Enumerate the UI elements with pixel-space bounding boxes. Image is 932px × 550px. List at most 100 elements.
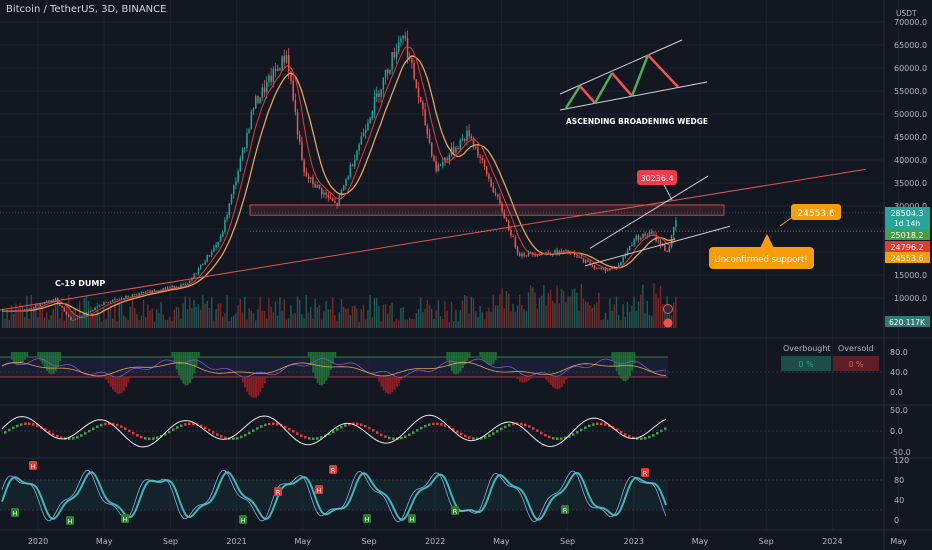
rsi-os-bar (118, 377, 121, 394)
candle-body (422, 102, 424, 110)
volume-bar (171, 321, 173, 328)
candle-body (576, 254, 578, 257)
candle-body (637, 235, 640, 240)
osc-dot (156, 436, 159, 439)
volume-bar (290, 305, 292, 328)
candle-body (65, 311, 68, 315)
volume-bar (483, 319, 486, 328)
candle-body (145, 291, 147, 293)
stoch-marker-text: R (643, 470, 648, 478)
rsi-ob-bar (184, 352, 187, 386)
candle-body (437, 164, 440, 172)
rsi-os-bar (112, 377, 114, 390)
volume-bar (149, 310, 151, 328)
osc-dot (272, 422, 275, 425)
candle-body (446, 158, 448, 161)
osc-dot (536, 429, 539, 432)
volume-bar (125, 317, 127, 328)
osc-dot (556, 437, 559, 441)
candle-body (213, 247, 215, 252)
osc-dot (44, 428, 47, 431)
candle-body (92, 310, 94, 312)
candle-body (237, 171, 239, 182)
time-tick-label: May (692, 537, 709, 546)
osc-dot (664, 427, 667, 430)
osc-dot (56, 434, 59, 438)
osc-dot (52, 432, 55, 436)
candle-body (26, 309, 28, 311)
candle-body (153, 290, 156, 292)
volume-bar (147, 304, 149, 328)
volume-bar (255, 320, 257, 328)
osc-dot (572, 433, 575, 436)
rsi-os-bar (391, 377, 394, 393)
tag4-text: 24553.6 (890, 254, 923, 263)
candle-body (420, 97, 422, 103)
rsi-ob-bar (334, 352, 337, 358)
candle-body (279, 68, 281, 71)
osc-dot (60, 436, 63, 439)
volume-bar (39, 309, 41, 328)
volume-bar (565, 302, 567, 328)
volume-bar (450, 301, 453, 328)
volume-bar (510, 311, 512, 328)
osc-dot (628, 434, 631, 438)
osc-dot (524, 423, 527, 427)
volume-bar (334, 315, 336, 328)
volume-bar (54, 305, 57, 328)
volume-bar (593, 304, 596, 328)
volume-bar (76, 314, 79, 328)
candle-body (325, 192, 327, 195)
volume-bar (131, 298, 134, 328)
osc-dot (8, 428, 11, 432)
rsi-ob-bar (57, 352, 59, 368)
candle-body (285, 54, 288, 63)
volume-bar (274, 301, 277, 328)
osc-dot (68, 437, 71, 441)
candle-body (455, 148, 457, 153)
volume-bar (107, 309, 109, 328)
candle-body (475, 146, 477, 148)
volume-bar (411, 318, 413, 328)
price-tick-label: 65000.0 (894, 41, 927, 50)
callout-text: Unconfirmed support! (714, 255, 807, 265)
volume-bar (246, 319, 248, 328)
time-tick-label: 2023 (624, 537, 644, 546)
volume-bar (239, 298, 241, 328)
volume-bar (600, 320, 602, 328)
rsi-os-bar (552, 377, 554, 387)
candle-body (666, 250, 668, 252)
osc-dot (20, 423, 23, 426)
osc-dot (328, 432, 331, 436)
volume-bar (323, 311, 325, 328)
candle-body (415, 79, 418, 89)
rsi-ob-bar (468, 352, 471, 358)
candle-body (622, 256, 624, 263)
osc-dot (504, 425, 507, 429)
candle-body (219, 236, 222, 242)
volume-bar (560, 288, 563, 328)
volume-bar (351, 306, 354, 328)
candle-body (534, 254, 536, 256)
candle-body (59, 303, 61, 306)
candle-body (120, 298, 123, 300)
volume-bar (664, 304, 666, 328)
volume-bar (626, 302, 629, 328)
stoch-marker (451, 506, 459, 515)
candle-body (406, 38, 409, 58)
time-tick-label: May (96, 537, 113, 546)
candle-body (578, 256, 580, 258)
stoch-marker-text: H (241, 517, 246, 525)
candle-body (239, 158, 242, 172)
candle-body (116, 299, 118, 301)
candle-body (547, 252, 550, 254)
rsi-ob-bar (19, 352, 22, 364)
rsi-os-bar (527, 377, 530, 381)
osc-dot (492, 432, 495, 435)
candle-body (272, 69, 275, 83)
volume-bar (554, 303, 556, 328)
candle-body (411, 58, 413, 63)
rsi-ob-bar (332, 352, 334, 365)
rsi-ob-bar (479, 352, 482, 358)
